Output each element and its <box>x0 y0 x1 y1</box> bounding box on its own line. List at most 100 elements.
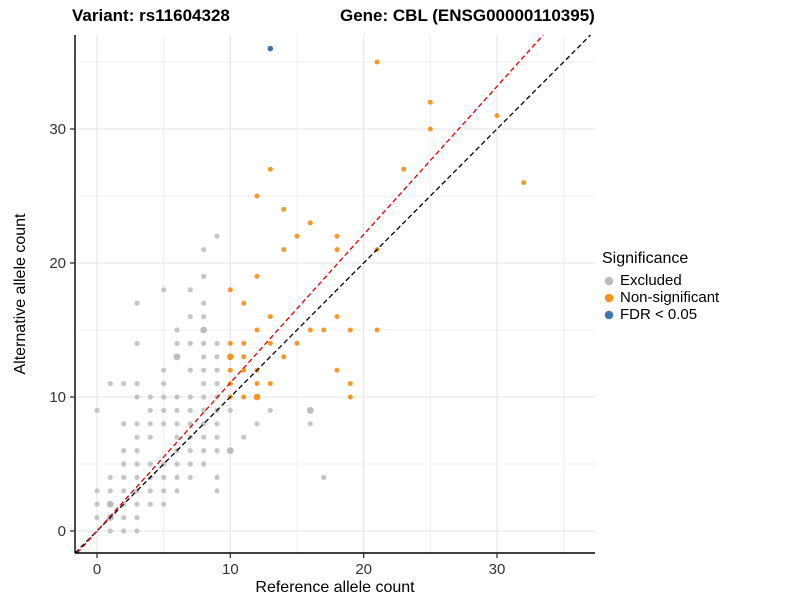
point-non-significant <box>227 353 234 361</box>
x-tick-label: 30 <box>489 561 506 578</box>
legend-title: Significance <box>602 250 689 267</box>
point-excluded <box>134 448 140 454</box>
point-non-significant <box>241 367 247 373</box>
point-excluded <box>121 461 127 467</box>
data-points <box>94 45 527 534</box>
point-excluded <box>187 340 193 346</box>
point-non-significant <box>347 394 353 400</box>
point-excluded <box>214 474 220 480</box>
point-non-significant <box>254 327 260 333</box>
point-non-significant <box>281 206 287 212</box>
point-excluded <box>94 488 100 494</box>
legend-label-non-significant: Non-significant <box>620 289 720 306</box>
point-excluded <box>187 448 193 454</box>
point-excluded <box>134 501 140 507</box>
point-excluded <box>121 488 127 494</box>
x-tick-label: 10 <box>222 561 239 578</box>
reference-lines <box>74 34 591 554</box>
point-non-significant <box>294 233 300 239</box>
point-non-significant <box>307 327 313 333</box>
point-non-significant <box>334 247 340 253</box>
point-non-significant <box>267 314 273 320</box>
legend: Significance Excluded Non-significant FD… <box>602 250 719 323</box>
point-excluded <box>254 421 260 427</box>
point-excluded <box>201 407 207 413</box>
point-excluded <box>174 421 180 427</box>
point-non-significant <box>294 340 300 346</box>
point-excluded <box>106 500 114 508</box>
fit-line <box>76 34 544 554</box>
point-excluded <box>201 314 207 320</box>
point-non-significant <box>241 394 247 400</box>
point-excluded <box>187 461 193 467</box>
point-excluded <box>201 340 207 346</box>
point-excluded <box>161 421 167 427</box>
point-excluded <box>134 340 140 346</box>
point-excluded <box>226 447 234 454</box>
point-excluded <box>201 434 207 440</box>
point-excluded <box>201 367 207 373</box>
point-non-significant <box>334 367 340 373</box>
point-excluded <box>214 367 220 373</box>
point-excluded <box>121 421 127 427</box>
point-non-significant <box>227 287 233 293</box>
point-non-significant <box>427 126 433 132</box>
point-non-significant <box>241 354 247 360</box>
point-excluded <box>134 434 140 440</box>
fdr-swatch-icon <box>604 310 614 319</box>
point-non-significant <box>227 367 233 373</box>
point-non-significant <box>521 180 527 186</box>
point-excluded <box>147 421 153 427</box>
gridlines <box>75 35 595 553</box>
point-excluded <box>134 421 140 427</box>
point-excluded <box>161 381 167 387</box>
point-non-significant <box>254 381 260 387</box>
y-tick-label: 10 <box>49 389 66 406</box>
point-excluded <box>94 501 100 507</box>
point-fdr-0-05 <box>267 45 274 52</box>
point-non-significant <box>401 166 407 172</box>
point-non-significant <box>374 327 380 333</box>
point-excluded <box>227 407 233 413</box>
point-excluded <box>201 448 207 454</box>
point-non-significant <box>267 340 273 346</box>
point-excluded <box>134 461 140 467</box>
point-excluded <box>187 407 193 413</box>
point-excluded <box>161 287 167 293</box>
point-excluded <box>187 394 193 400</box>
point-non-significant <box>427 99 433 105</box>
point-excluded <box>214 233 220 239</box>
point-non-significant <box>241 300 247 306</box>
y-axis-title: Alternative allele count <box>12 213 29 375</box>
point-excluded <box>134 381 140 387</box>
point-excluded <box>214 448 220 454</box>
point-excluded <box>214 381 220 387</box>
point-excluded <box>121 448 127 454</box>
point-excluded <box>214 488 220 494</box>
point-excluded <box>174 340 180 346</box>
point-excluded <box>200 326 208 334</box>
legend-item-non-significant: Non-significant <box>602 289 719 306</box>
x-tick-label: 20 <box>355 561 372 578</box>
identity-line <box>74 34 591 554</box>
point-non-significant <box>334 314 340 320</box>
point-excluded <box>161 488 167 494</box>
point-excluded <box>147 394 153 400</box>
point-excluded <box>161 367 167 373</box>
point-excluded <box>134 528 140 534</box>
point-excluded <box>201 461 207 467</box>
point-excluded <box>174 461 180 467</box>
point-excluded <box>161 474 167 480</box>
legend-item-excluded: Excluded <box>602 272 719 289</box>
point-excluded <box>134 394 140 400</box>
point-non-significant <box>494 113 500 119</box>
point-excluded <box>161 394 167 400</box>
point-excluded <box>174 488 180 494</box>
legend-label-excluded: Excluded <box>620 272 682 289</box>
point-excluded <box>306 406 314 414</box>
point-excluded <box>201 247 207 253</box>
point-excluded <box>187 314 193 320</box>
point-excluded <box>307 421 313 427</box>
point-excluded <box>121 515 127 521</box>
